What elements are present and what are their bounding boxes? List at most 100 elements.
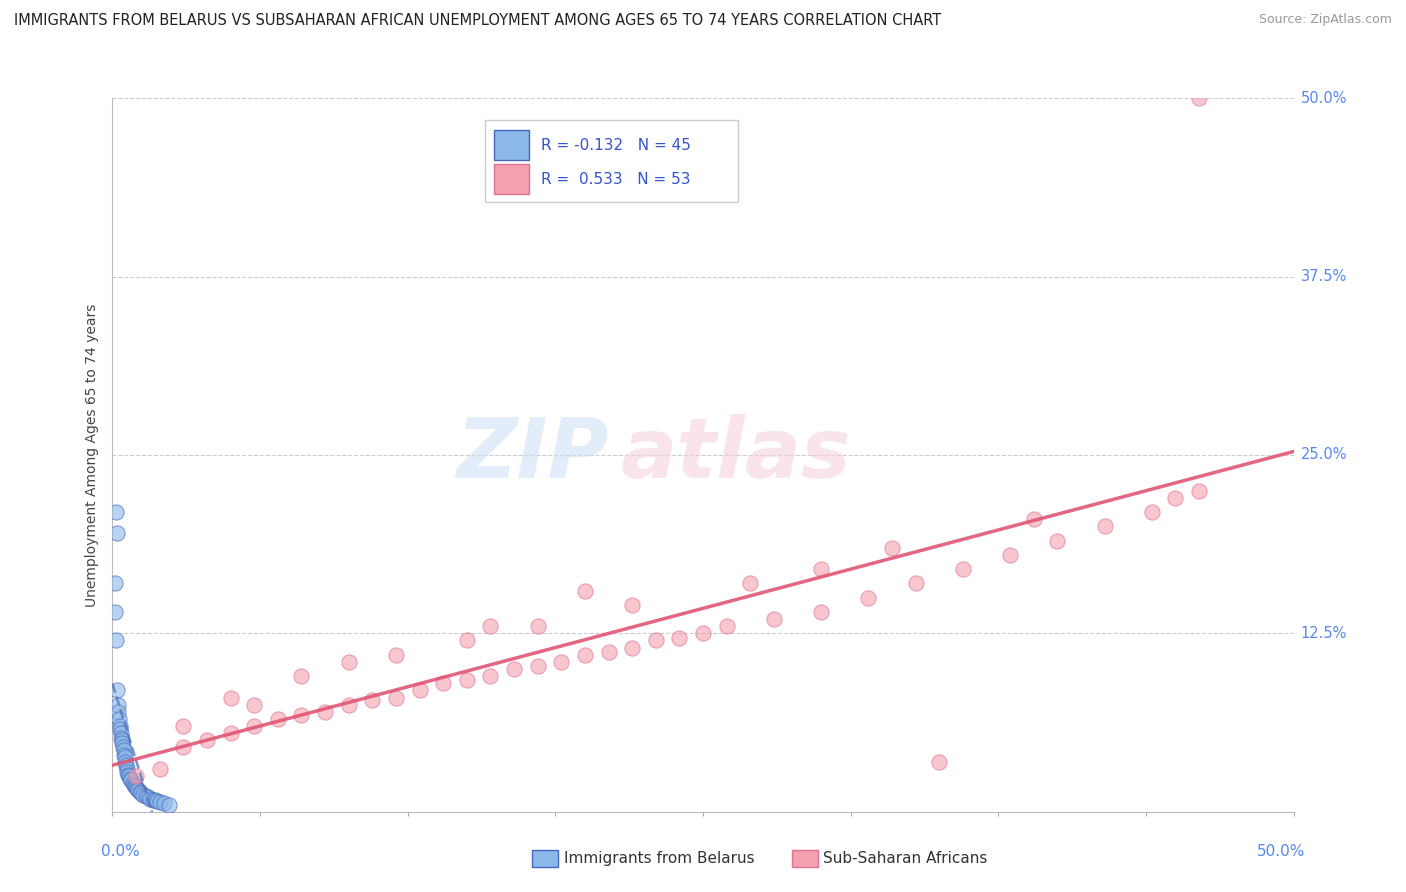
Point — [124, 779, 146, 793]
FancyBboxPatch shape — [531, 849, 558, 867]
Point — [110, 726, 132, 740]
Point — [125, 769, 148, 783]
Point — [668, 631, 690, 645]
Point — [111, 736, 134, 750]
Point — [526, 619, 548, 633]
Point — [149, 795, 172, 809]
Point — [740, 576, 762, 591]
Point — [550, 655, 572, 669]
Point — [114, 755, 136, 769]
Point — [135, 789, 157, 803]
FancyBboxPatch shape — [792, 849, 817, 867]
Point — [432, 676, 454, 690]
Text: IMMIGRANTS FROM BELARUS VS SUBSAHARAN AFRICAN UNEMPLOYMENT AMONG AGES 65 TO 74 Y: IMMIGRANTS FROM BELARUS VS SUBSAHARAN AF… — [14, 13, 941, 29]
Point — [108, 719, 131, 733]
Point — [1022, 512, 1045, 526]
Point — [574, 648, 596, 662]
Point — [120, 773, 142, 788]
Point — [526, 659, 548, 673]
Point — [1094, 519, 1116, 533]
Point — [243, 698, 266, 712]
Point — [128, 785, 150, 799]
Point — [153, 796, 176, 810]
Point — [129, 786, 152, 800]
Text: 37.5%: 37.5% — [1301, 269, 1347, 284]
Point — [503, 662, 526, 676]
Point — [115, 762, 138, 776]
Point — [952, 562, 974, 576]
Point — [143, 793, 166, 807]
Point — [104, 605, 127, 619]
Point — [904, 576, 927, 591]
Point — [810, 605, 832, 619]
Point — [127, 783, 149, 797]
Point — [121, 776, 143, 790]
Point — [574, 583, 596, 598]
Point — [195, 733, 218, 747]
Point — [456, 633, 478, 648]
Point — [385, 690, 408, 705]
Point — [267, 712, 290, 726]
Point — [136, 790, 159, 805]
Point — [1164, 491, 1187, 505]
Point — [243, 719, 266, 733]
Point — [172, 740, 194, 755]
Point — [621, 598, 644, 612]
Point — [692, 626, 714, 640]
Point — [108, 712, 131, 726]
Text: 0.0%: 0.0% — [101, 844, 139, 859]
Text: Immigrants from Belarus: Immigrants from Belarus — [564, 851, 754, 865]
Point — [146, 794, 169, 808]
Point — [456, 673, 478, 688]
Point — [928, 755, 950, 769]
Text: 50.0%: 50.0% — [1257, 844, 1305, 859]
Point — [408, 683, 430, 698]
Point — [479, 669, 502, 683]
Point — [479, 619, 502, 633]
Point — [290, 669, 312, 683]
Point — [139, 792, 162, 806]
Point — [1188, 483, 1211, 498]
Point — [104, 633, 127, 648]
Point — [112, 743, 135, 757]
Point — [644, 633, 666, 648]
Point — [120, 772, 142, 786]
FancyBboxPatch shape — [494, 164, 530, 194]
Point — [105, 505, 128, 519]
Point — [337, 655, 360, 669]
Point — [127, 781, 149, 796]
Point — [105, 683, 128, 698]
Point — [621, 640, 644, 655]
Text: atlas: atlas — [620, 415, 851, 495]
Point — [880, 541, 903, 555]
Point — [110, 731, 132, 745]
Text: Sub-Saharan Africans: Sub-Saharan Africans — [824, 851, 988, 865]
Point — [149, 762, 172, 776]
Point — [314, 705, 336, 719]
Point — [125, 780, 148, 795]
Point — [219, 690, 242, 705]
Text: ZIP: ZIP — [456, 415, 609, 495]
Point — [105, 526, 128, 541]
Point — [762, 612, 785, 626]
Point — [290, 707, 312, 722]
Point — [858, 591, 880, 605]
Point — [117, 767, 139, 781]
Text: 50.0%: 50.0% — [1301, 91, 1347, 105]
Point — [810, 562, 832, 576]
Point — [219, 726, 242, 740]
Point — [157, 797, 180, 812]
Point — [107, 705, 129, 719]
Point — [122, 778, 145, 792]
Text: Source: ZipAtlas.com: Source: ZipAtlas.com — [1258, 13, 1392, 27]
Point — [112, 747, 135, 762]
Point — [385, 648, 408, 662]
Point — [108, 722, 131, 736]
Point — [716, 619, 738, 633]
Point — [172, 719, 194, 733]
Point — [132, 788, 155, 802]
Text: 25.0%: 25.0% — [1301, 448, 1347, 462]
Point — [998, 548, 1021, 562]
Point — [337, 698, 360, 712]
Point — [115, 764, 138, 779]
